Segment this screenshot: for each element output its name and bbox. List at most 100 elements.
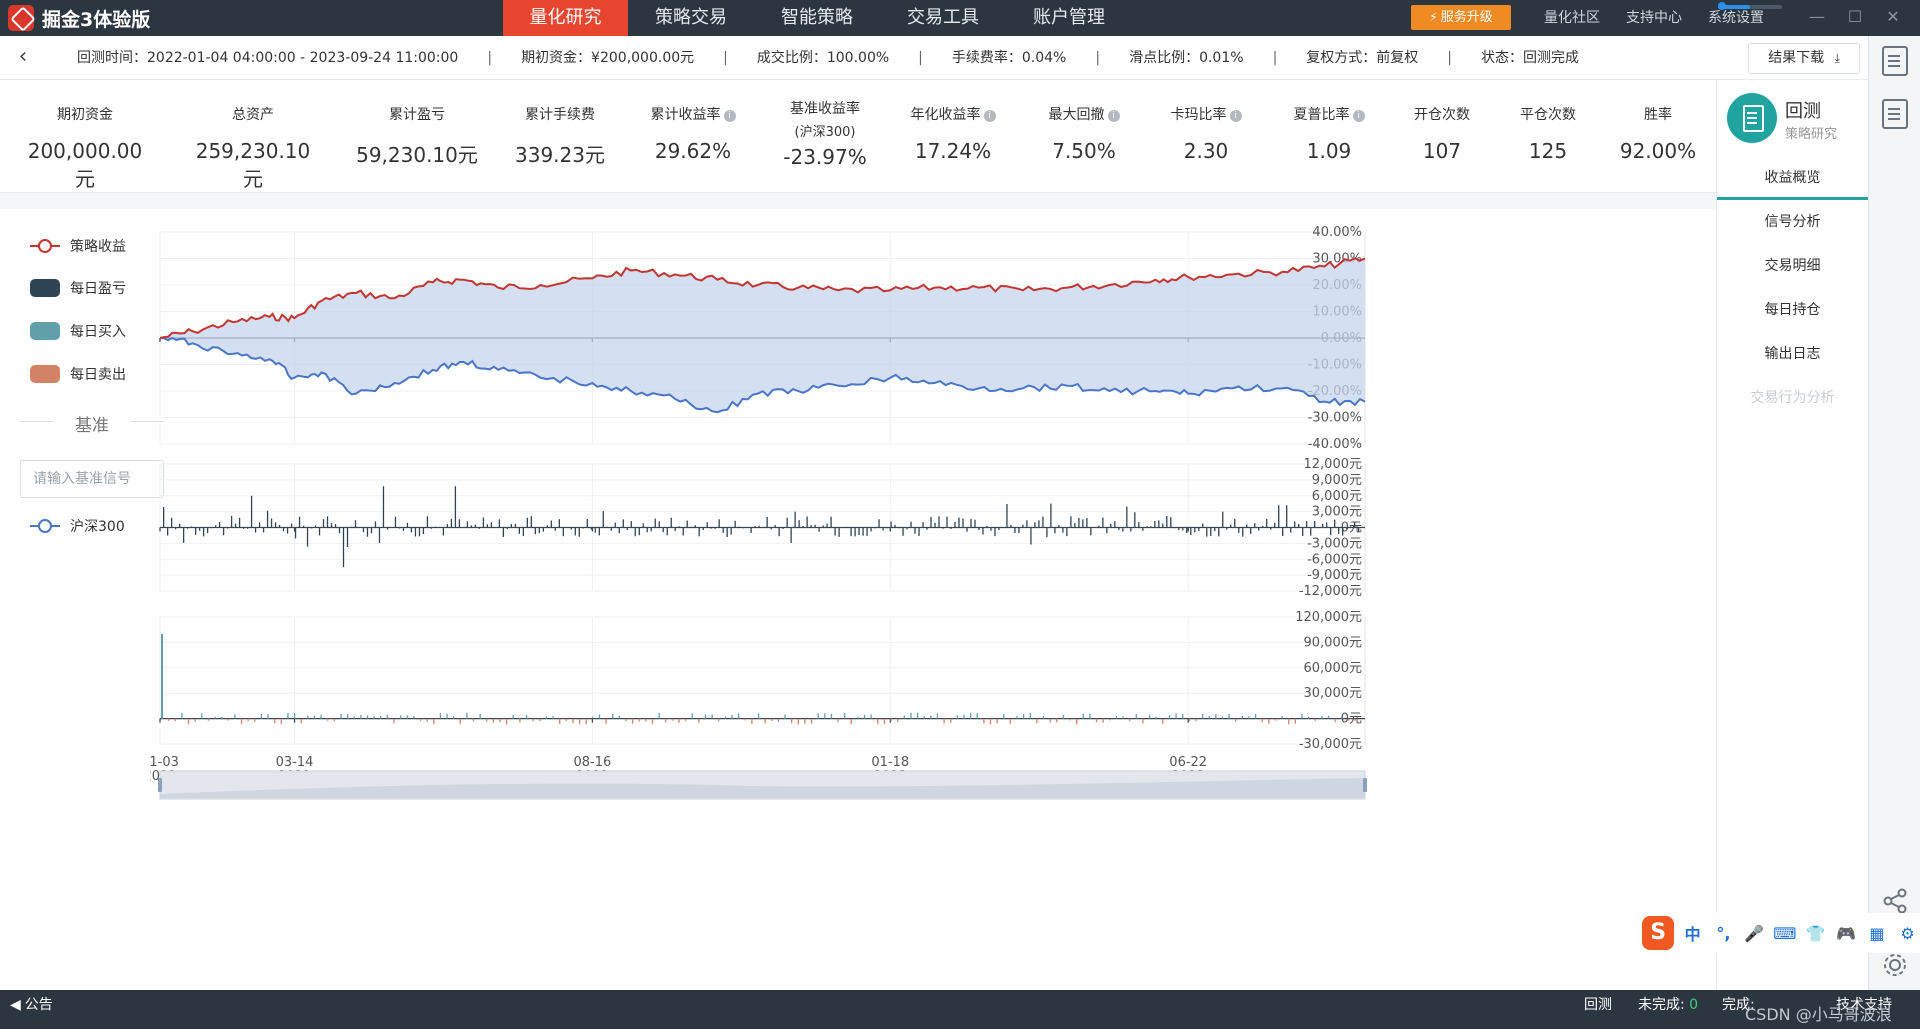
stat-label-text: 卡玛比率 (1170, 107, 1227, 123)
pnl-bar (702, 527, 704, 531)
sell-bar (1195, 718, 1197, 722)
buy-bar (592, 716, 594, 719)
export-results-button[interactable]: 结果下载 ⤓ (1748, 43, 1860, 74)
x-tick-label: 06-22 (1169, 755, 1207, 770)
pnl-bar (1126, 506, 1128, 528)
microphone-icon[interactable]: 🎤 (1744, 923, 1765, 943)
divider (0, 192, 1716, 193)
buy-bar (969, 712, 972, 719)
pnl-bar (950, 527, 952, 530)
zoom-handle-right[interactable] (1363, 778, 1367, 792)
info-icon[interactable]: i (1107, 110, 1120, 122)
buy-bar (930, 715, 932, 719)
info-icon[interactable]: i (1229, 110, 1242, 122)
stat-label: 夏普比率 i (1283, 104, 1375, 124)
pnl-bar (1078, 517, 1080, 528)
ime-punctuation-icon[interactable]: °, (1716, 923, 1731, 943)
info-icon[interactable]: i (983, 110, 996, 122)
pnl-bar (1086, 517, 1088, 528)
share-icon[interactable] (1882, 888, 1908, 914)
notice-button[interactable]: ◀ 公告 (10, 990, 53, 1020)
settings-slider[interactable] (1718, 2, 1782, 10)
pnl-bar (1014, 527, 1016, 533)
close-icon[interactable]: ✕ (1886, 7, 1900, 26)
info-icon[interactable]: i (1352, 110, 1365, 122)
sell-bar (1162, 718, 1164, 724)
nav-smart-strategy[interactable]: 智能策略 (781, 7, 853, 28)
nav-account-management[interactable]: 账户管理 (1033, 7, 1105, 28)
game-icon[interactable]: 🎮 (1836, 923, 1857, 943)
legend-benchmark-hs300[interactable]: 沪深300 (30, 515, 125, 537)
legend-strategy-return[interactable]: 策略收益 (30, 235, 126, 257)
document-edit-icon[interactable] (1882, 46, 1908, 76)
pnl-bar (734, 520, 736, 528)
tab-trade-details[interactable]: 交易明细 (1764, 258, 1821, 274)
separator: | (723, 50, 728, 66)
pnl-bar (1302, 527, 1304, 537)
pnl-bar (522, 527, 524, 537)
app-logo[interactable]: 掘金3体验版 (8, 3, 150, 33)
chart-area[interactable]: 40.00%30.00%20.00%10.00%0.00%-10.00%-20.… (150, 220, 1710, 990)
pnl-bar (430, 527, 433, 529)
pnl-bar (1034, 522, 1036, 528)
tab-daily-positions[interactable]: 每日持仓 (1764, 302, 1821, 318)
maximize-icon[interactable]: ☐ (1847, 7, 1863, 26)
pnl-bar (554, 527, 556, 531)
legend-daily-buy[interactable]: 每日买入 (30, 320, 126, 342)
pnl-bar (982, 527, 984, 535)
buy-bar (1341, 715, 1343, 719)
back-icon[interactable]: ‹ (18, 44, 28, 69)
pnl-bar (502, 527, 505, 537)
buy-bar (1022, 713, 1025, 719)
upgrade-button[interactable]: ⚡ 服务升级 (1411, 5, 1511, 30)
zoom-handle-left[interactable] (158, 778, 162, 792)
status-backtest[interactable]: 回测 (1584, 997, 1612, 1013)
document-list-icon[interactable] (1882, 99, 1908, 129)
nav-strategy-trading[interactable]: 策略交易 (655, 7, 727, 28)
tech-support-link[interactable]: 技术支持 (1836, 997, 1892, 1013)
buy-bar (386, 714, 389, 719)
pnl-bar (994, 527, 996, 537)
logo-icon (8, 5, 34, 31)
legend-daily-sell[interactable]: 每日卖出 (30, 363, 126, 385)
pnl-bar (426, 516, 429, 528)
nav-quant-research[interactable]: 量化研究 (503, 0, 628, 36)
sell-bar (890, 718, 892, 722)
benchmark-input[interactable] (20, 460, 164, 498)
pnl-bar (786, 517, 788, 528)
strategy-line (159, 257, 1366, 339)
tab-returns-overview[interactable]: 收益概览 (1717, 156, 1868, 200)
gear-icon[interactable] (1882, 952, 1908, 978)
pnl-bar (690, 526, 692, 528)
tab-output-log[interactable]: 输出日志 (1764, 346, 1821, 362)
tab-signal-analysis[interactable]: 信号分析 (1764, 214, 1821, 230)
keyboard-icon[interactable]: ⌨ (1773, 923, 1797, 943)
x-tick-label: 01-18 (871, 755, 909, 770)
slippage: 滑点比例：0.01% (1129, 50, 1244, 66)
pnl-bar (246, 527, 249, 529)
ime-settings-icon[interactable]: ⚙ (1900, 923, 1915, 943)
skin-icon[interactable]: 👕 (1805, 923, 1826, 943)
info-icon[interactable]: i (723, 110, 736, 122)
buy-bar (360, 714, 362, 719)
ime-chinese-icon[interactable]: 中 (1684, 925, 1701, 944)
buy-bar (313, 715, 316, 719)
apps-icon[interactable]: ▦ (1869, 923, 1885, 943)
pnl-bar (602, 511, 604, 528)
legend-daily-pnl[interactable]: 每日盈亏 (30, 277, 126, 299)
pnl-bar (910, 521, 912, 528)
pnl-bar (310, 527, 313, 529)
backtest-time: 回测时间：2022-01-04 04:00:00 - 2023-09-24 11… (77, 50, 459, 66)
ime-logo[interactable]: S (1642, 916, 1675, 950)
buy-bar (181, 712, 183, 719)
buy-bar (406, 715, 408, 719)
sell-bar (837, 718, 839, 723)
sell-bar (565, 718, 567, 721)
minimize-icon[interactable]: — (1809, 7, 1825, 26)
pnl-bar (922, 522, 924, 528)
nav-trading-tools[interactable]: 交易工具 (907, 7, 979, 28)
link-settings[interactable]: 系统设置 (1708, 10, 1764, 26)
link-community[interactable]: 量化社区 (1544, 10, 1600, 26)
link-support[interactable]: 支持中心 (1626, 10, 1682, 26)
buy-bar (956, 715, 959, 719)
